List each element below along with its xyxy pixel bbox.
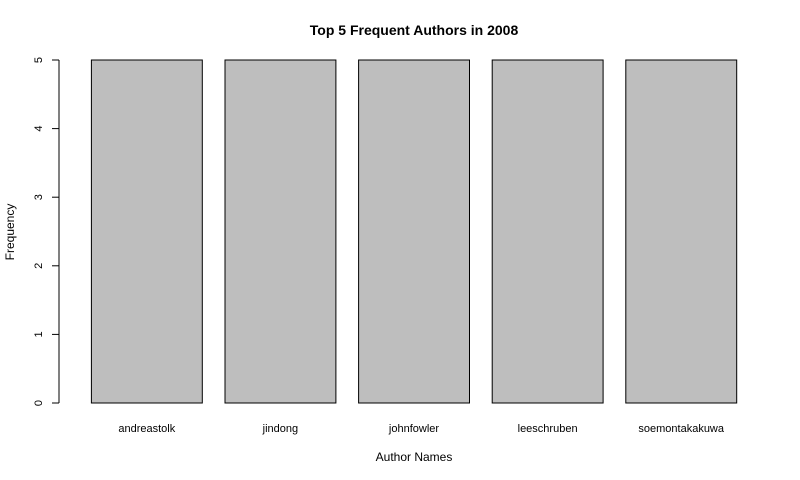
x-tick-label-andreastolk: andreastolk [118,423,175,435]
bar-andreastolk [90,59,203,404]
bar-johnfowler [358,59,471,404]
chart-title: Top 5 Frequent Authors in 2008 [310,22,519,38]
bar-jindong [224,59,337,404]
x-axis-label: Author Names [376,450,453,464]
x-tick-labels-group: andreastolk jindong johnfowler leeschruben s… [118,423,725,435]
x-tick-label-jindong: jindong [262,423,298,435]
x-tick-label-johnfowler: johnfowler [388,423,439,435]
bar-soemontakakuwa [625,59,738,404]
y-tick-label-0: 0 [33,400,45,406]
y-tick-label-4: 4 [33,126,45,132]
x-tick-label-soemontakakuwa: soemontakakuwa [638,423,724,435]
y-tick-label-1: 1 [33,331,45,337]
y-tick-label-3: 3 [33,194,45,200]
bars-group [90,59,738,404]
y-axis-label: Frequency [3,204,17,261]
y-tick-label-2: 2 [33,263,45,269]
x-tick-label-leeschruben: leeschruben [518,423,578,435]
bar-leeschruben [491,59,604,404]
y-ticks-group: 0 1 2 3 4 5 [33,57,59,406]
y-tick-label-5: 5 [33,57,45,63]
